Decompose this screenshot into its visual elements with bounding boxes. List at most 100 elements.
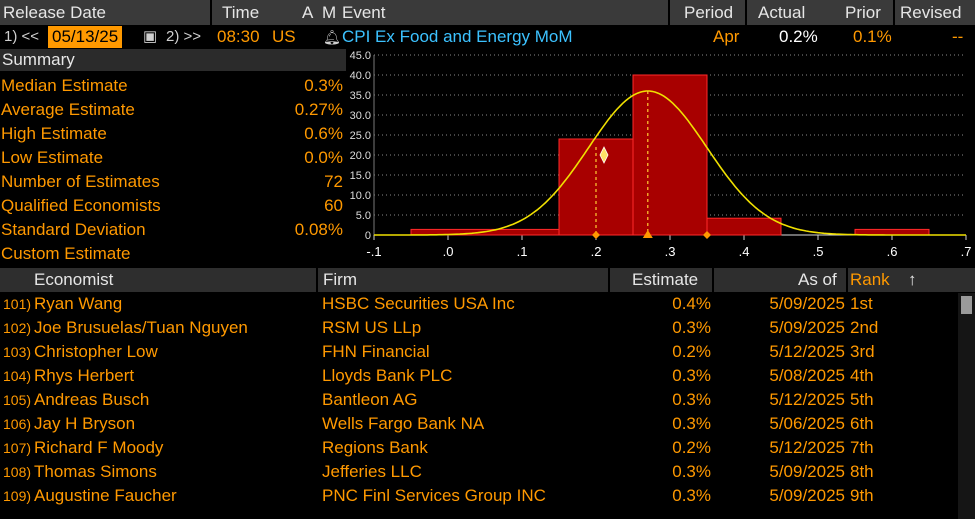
event-header[interactable]: Event [342, 3, 386, 22]
divider [846, 268, 848, 292]
axis-dot-marker [703, 231, 711, 239]
as-of-date: 5/08/2025 [769, 366, 845, 385]
as-of-date: 5/09/2025 [769, 486, 845, 505]
table-row[interactable]: 108) Thomas Simons Jefferies LLC 0.3% 5/09/2… [0, 460, 958, 484]
low-estimate-label: Low Estimate [1, 148, 104, 167]
rank-value: 5th [850, 390, 874, 409]
x-tick-label: .4 [739, 244, 750, 259]
estimate-value: 0.3% [672, 414, 711, 433]
as-of-date: 5/09/2025 [769, 462, 845, 481]
economist-name: Joe Brusuelas/Tuan Nguyen [34, 318, 248, 337]
median-estimate-value: 0.3% [304, 76, 343, 95]
actual-header[interactable]: Actual [758, 3, 806, 22]
median-estimate-label: Median Estimate [1, 76, 128, 95]
as-of-column-header[interactable]: As of [798, 270, 837, 289]
estimate-value: 0.3% [672, 318, 711, 337]
scrollbar-thumb[interactable] [961, 296, 972, 314]
event-name[interactable]: CPI Ex Food and Energy MoM [342, 27, 573, 46]
high-estimate-label: High Estimate [1, 124, 107, 143]
firm-name: HSBC Securities USA Inc [322, 294, 515, 313]
y-tick-label: 25.0 [350, 130, 371, 142]
estimate-value: 0.3% [672, 462, 711, 481]
y-tick-label: 20.0 [350, 150, 371, 162]
economist-name: Rhys Herbert [34, 366, 135, 385]
next-release-button[interactable]: 2) >> [166, 28, 202, 45]
low-estimate-value: 0.0% [304, 148, 343, 167]
y-tick-label: 40.0 [350, 70, 371, 82]
a-header[interactable]: A [302, 3, 314, 22]
period-header[interactable]: Period [684, 3, 734, 22]
table-row[interactable]: 105) Andreas Busch Bantleon AG 0.3% 5/12/202… [0, 388, 958, 412]
x-tick-label: .3 [665, 244, 676, 259]
custom-estimate-label[interactable]: Custom Estimate [1, 244, 131, 263]
rank-value: 1st [850, 294, 873, 313]
rank-value: 2nd [850, 318, 879, 337]
number-of-estimates-label: Number of Estimates [1, 172, 160, 191]
prev-release-button[interactable]: 1) << [4, 28, 40, 45]
table-row[interactable]: 102) Joe Brusuelas/Tuan Nguyen RSM US LLp 0… [0, 316, 958, 340]
high-estimate-value: 0.6% [304, 124, 343, 143]
release-date-header[interactable]: Release Date [3, 3, 107, 22]
divider [745, 0, 747, 48]
firm-name: Regions Bank [322, 438, 428, 457]
firm-column-header[interactable]: Firm [323, 270, 357, 289]
actual-value: 0.2% [779, 27, 818, 46]
divider [893, 0, 895, 48]
table-row[interactable]: 101) Ryan Wang HSBC Securities USA Inc 0.4%… [0, 292, 958, 316]
economist-column-header[interactable]: Economist [34, 270, 114, 289]
table-row[interactable]: 107) Richard F Moody Regions Bank 0.2% 5/12/… [0, 436, 958, 460]
divider [210, 0, 212, 48]
table-row[interactable]: 103) Christopher Low FHN Financial 0.2% 5/12… [0, 340, 958, 364]
row-index: 109) [3, 488, 32, 504]
economist-name: Thomas Simons [34, 462, 157, 481]
firm-name: Lloyds Bank PLC [322, 366, 453, 385]
economist-name: Andreas Busch [34, 390, 150, 409]
firm-name: RSM US LLp [322, 318, 422, 337]
estimate-column-header[interactable]: Estimate [632, 270, 699, 289]
divider [316, 268, 318, 292]
economist-name: Ryan Wang [34, 294, 123, 313]
y-tick-label: 10.0 [350, 190, 371, 202]
divider [608, 268, 610, 292]
number-of-estimates-value: 72 [324, 172, 343, 191]
estimate-value: 0.2% [672, 342, 711, 361]
rank-column-header[interactable]: Rank [850, 270, 890, 289]
m-header[interactable]: M [322, 3, 337, 22]
x-tick-label: -.1 [366, 244, 381, 259]
x-tick-label: .5 [813, 244, 824, 259]
release-country: US [272, 27, 296, 46]
as-of-date: 5/12/2025 [769, 438, 845, 457]
as-of-date: 5/12/2025 [769, 390, 845, 409]
economist-table-body: 101) Ryan Wang HSBC Securities USA Inc 0.4%… [0, 292, 958, 519]
rank-value: 6th [850, 414, 874, 433]
histogram-bar [632, 74, 708, 236]
distribution-curve [374, 90, 966, 236]
prior-header[interactable]: Prior [845, 3, 881, 22]
row-index: 106) [3, 416, 32, 432]
row-index: 108) [3, 464, 32, 480]
release-date-field[interactable]: 05/13/25 [48, 26, 123, 48]
time-header[interactable]: Time [222, 3, 260, 22]
firm-name: Bantleon AG [322, 390, 418, 409]
average-marker [642, 230, 653, 238]
table-row[interactable]: 109) Augustine Faucher PNC Finl Services G… [0, 484, 958, 508]
table-row[interactable]: 106) Jay H Bryson Wells Fargo Bank NA 0.3% 5… [0, 412, 958, 436]
revised-header[interactable]: Revised [900, 3, 962, 22]
calendar-icon[interactable]: ▣ [143, 28, 158, 45]
x-tick-label: .2 [591, 244, 602, 259]
economist-table-header: Economist Firm Estimate As of Rank ↑ [0, 268, 975, 292]
economist-name: Augustine Faucher [34, 486, 177, 505]
column-header-bar: Release Date Time A M Event Period Actua… [0, 0, 975, 25]
alert-bell-icon[interactable]: 🔔︎ [323, 29, 341, 45]
table-scrollbar[interactable] [958, 293, 975, 519]
y-tick-label: 30.0 [350, 110, 371, 122]
divider [712, 268, 714, 292]
release-period: Apr [713, 27, 740, 46]
table-row[interactable]: 104) Rhys Herbert Lloyds Bank PLC 0.3% 5/08/… [0, 364, 958, 388]
divider [668, 0, 670, 48]
as-of-date: 5/06/2025 [769, 414, 845, 433]
sort-ascending-icon[interactable]: ↑ [908, 270, 917, 289]
y-tick-label: 0 [365, 230, 371, 242]
rank-value: 9th [850, 486, 874, 505]
custom-estimate-value[interactable] [240, 242, 343, 266]
